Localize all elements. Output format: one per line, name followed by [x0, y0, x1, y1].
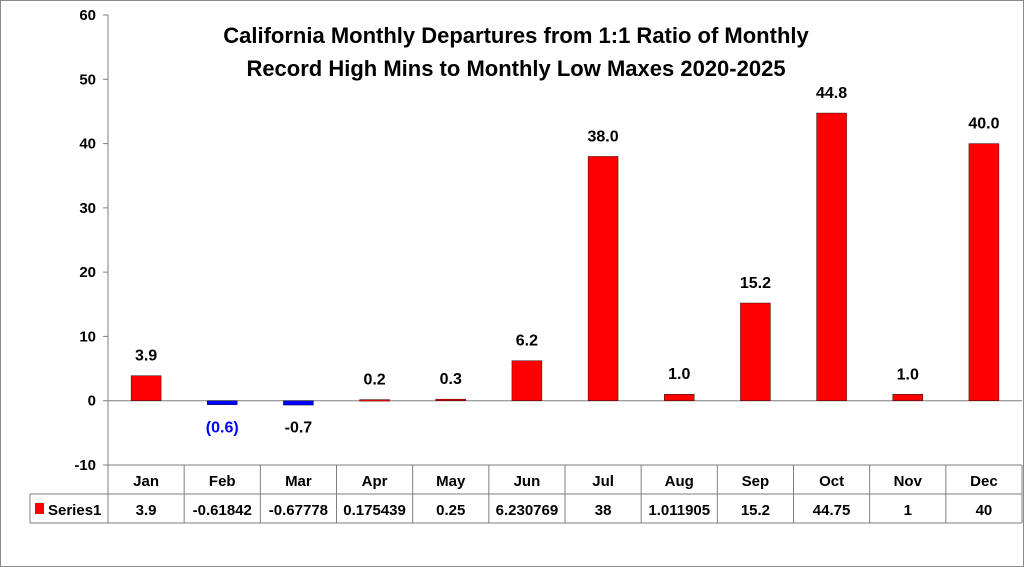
data-label-oct: 44.8	[816, 85, 847, 102]
data-label-jan: 3.9	[135, 348, 157, 365]
y-tick-label: 40	[79, 136, 96, 153]
table-cell-mar: -0.67778	[269, 502, 328, 519]
data-label-aug: 1.0	[668, 366, 690, 383]
chart-title: California Monthly Departures from 1:1 R…	[223, 23, 809, 81]
y-tick-label: 50	[79, 71, 96, 88]
table-cell-nov: 1	[904, 502, 912, 519]
category-label-mar: Mar	[285, 473, 312, 490]
data-label-dec: 40.0	[968, 116, 999, 133]
bar-oct	[816, 112, 847, 401]
y-tick-label: 30	[79, 200, 96, 217]
bar-aug	[664, 394, 695, 401]
chart-title-line-1: California Monthly Departures from 1:1 R…	[223, 23, 809, 48]
bars	[130, 112, 1000, 406]
category-label-apr: Apr	[362, 473, 388, 490]
category-label-nov: Nov	[894, 473, 923, 490]
bar-mar	[283, 400, 314, 406]
data-label-apr: 0.2	[363, 372, 385, 389]
bar-sep	[740, 302, 771, 401]
legend-series-name: Series1	[48, 502, 101, 519]
category-label-sep: Sep	[742, 473, 770, 490]
data-label-nov: 1.0	[897, 366, 919, 383]
data-label-may: 0.3	[440, 371, 462, 388]
bar-nov	[892, 394, 923, 401]
data-labels: 3.9 (0.6) -0.7 0.2 0.3 6.2 38.0 1.0 15.2 44.8 1.0 4…	[135, 85, 1000, 437]
category-label-jul: Jul	[592, 473, 614, 490]
bar-jul	[587, 156, 619, 401]
category-label-aug: Aug	[665, 473, 694, 490]
bar-jun	[511, 360, 543, 401]
y-tick-label: -10	[74, 457, 96, 474]
table-cell-apr: 0.175439	[343, 502, 406, 519]
category-label-may: May	[436, 473, 466, 490]
legend-key	[35, 503, 44, 514]
bar-apr	[359, 399, 390, 402]
category-label-jan: Jan	[133, 473, 159, 490]
category-label-oct: Oct	[819, 473, 844, 490]
table-cell-aug: 1.011905	[648, 502, 710, 519]
table-cell-sep: 15.2	[741, 502, 770, 519]
table-cell-jul: 38	[595, 502, 612, 519]
table-cell-dec: 40	[976, 502, 993, 519]
table-cell-feb: -0.61842	[193, 502, 252, 519]
y-tick-label: 60	[79, 7, 96, 24]
bar-may	[435, 398, 466, 401]
data-label-feb: (0.6)	[206, 420, 239, 437]
table-cell-oct: 44.75	[813, 502, 851, 519]
bar-dec	[968, 143, 1000, 401]
y-tick-label: 10	[79, 328, 96, 345]
data-label-sep: 15.2	[740, 275, 771, 292]
table-cell-jun: 6.230769	[496, 502, 559, 519]
bar-feb	[207, 400, 238, 405]
data-label-jun: 6.2	[516, 333, 538, 350]
y-tick-label: 20	[79, 264, 96, 281]
data-label-jul: 38.0	[588, 128, 619, 145]
bar-jan	[130, 375, 162, 401]
data-label-mar: -0.7	[285, 420, 313, 437]
category-label-feb: Feb	[209, 473, 236, 490]
table-cell-jan: 3.9	[136, 502, 157, 519]
y-axis: -10 0 10 20 30 40 50 60	[74, 7, 1022, 474]
table-cell-may: 0.25	[436, 502, 465, 519]
chart-title-line-2: Record High Mins to Monthly Low Maxes 20…	[246, 56, 785, 81]
data-table: Jan 3.9 Feb -0.61842 Mar -0.67778 Apr 0.175439 M…	[29, 464, 1023, 524]
category-label-jun: Jun	[514, 473, 541, 490]
category-label-dec: Dec	[970, 473, 998, 490]
y-tick-label: 0	[88, 393, 96, 410]
